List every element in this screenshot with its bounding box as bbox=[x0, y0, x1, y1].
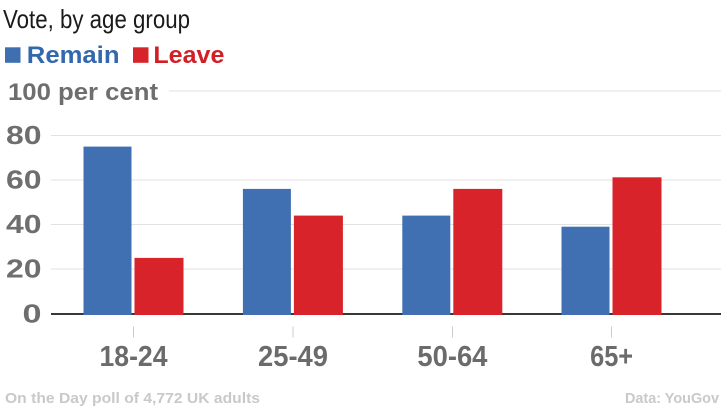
svg-text:100 per cent: 100 per cent bbox=[8, 79, 158, 106]
svg-text:Vote, by age group: Vote, by age group bbox=[3, 4, 190, 34]
svg-text:0: 0 bbox=[23, 299, 42, 329]
svg-text:80: 80 bbox=[6, 120, 42, 150]
svg-text:25-49: 25-49 bbox=[258, 341, 328, 373]
svg-text:On the Day poll of 4,772 UK ad: On the Day poll of 4,772 UK adults bbox=[5, 390, 260, 407]
svg-text:20: 20 bbox=[6, 254, 42, 284]
svg-text:50-64: 50-64 bbox=[417, 341, 487, 373]
svg-text:Data: YouGov: Data: YouGov bbox=[625, 390, 720, 407]
svg-text:65+: 65+ bbox=[590, 341, 633, 373]
svg-text:60: 60 bbox=[6, 165, 42, 195]
svg-text:40: 40 bbox=[6, 209, 42, 239]
svg-text:Leave: Leave bbox=[153, 42, 224, 69]
svg-text:18-24: 18-24 bbox=[100, 341, 168, 373]
svg-text:Remain: Remain bbox=[27, 42, 120, 69]
